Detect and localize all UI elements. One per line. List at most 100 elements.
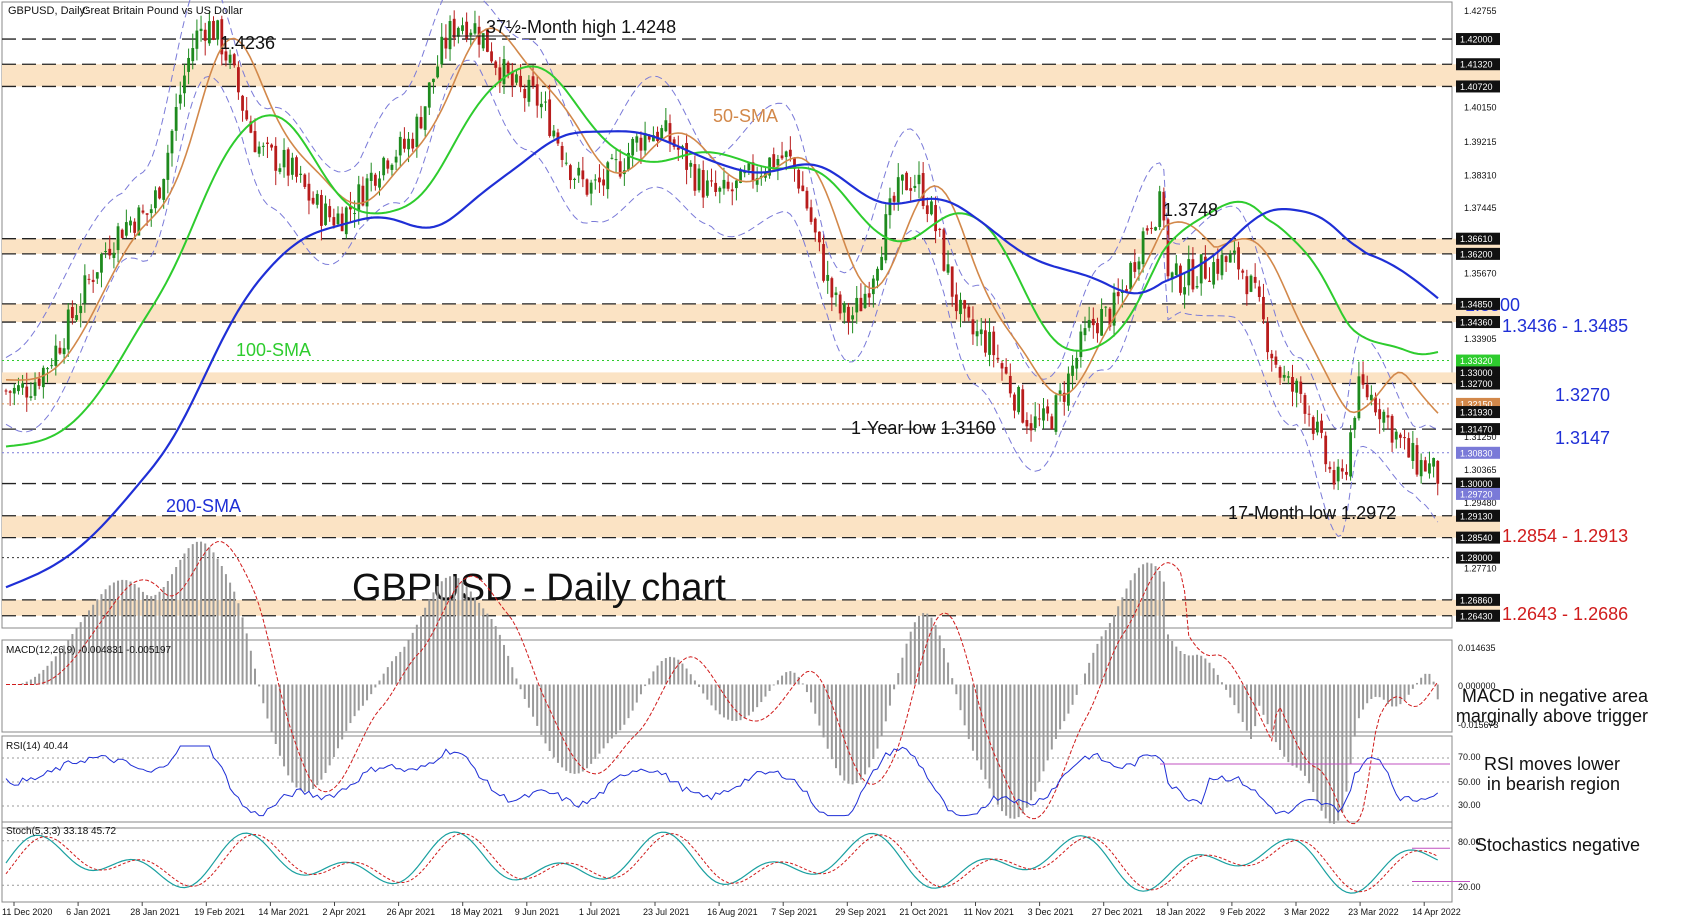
candle-body-209 — [871, 278, 875, 295]
candle-body-59 — [249, 121, 253, 133]
candle-body-297 — [1237, 247, 1240, 270]
stoch-annotation: Stochastics negative — [1475, 835, 1640, 855]
macd-label: MACD(12,26,9) -0.004831 -0.005197 — [6, 645, 172, 656]
candle-body-300 — [1249, 275, 1253, 292]
candle-body-336 — [1399, 434, 1402, 438]
candle-body-26 — [112, 252, 116, 259]
candle-body-118 — [494, 61, 498, 68]
candle-body-120 — [502, 59, 506, 85]
candle-body-319 — [1328, 466, 1332, 470]
candle-body-37 — [158, 187, 161, 199]
candle-body-0 — [4, 390, 8, 392]
candle-body-243 — [1013, 394, 1016, 411]
candle-body-24 — [104, 251, 107, 253]
candle-body-191 — [797, 169, 801, 189]
date-label-21: 23 Mar 2022 — [1348, 907, 1399, 917]
candle-body-108 — [452, 18, 456, 38]
level-badge-text-14: 1.30000 — [1460, 479, 1493, 489]
candle-body-60 — [253, 131, 257, 153]
level-badge-text-19: 1.26860 — [1460, 595, 1493, 605]
candle-body-328 — [1365, 384, 1369, 398]
date-label-15: 11 Nov 2021 — [964, 907, 1014, 917]
level-badge-15 — [1456, 487, 1500, 500]
date-axis: 11 Dec 2020 6 Jan 2021 28 Jan 2021 19 Feb 2… — [2, 902, 1461, 917]
candle-body-322 — [1340, 468, 1344, 472]
candle-body-137 — [573, 178, 576, 180]
candle-body-84 — [353, 213, 356, 215]
candle-body-141 — [589, 182, 593, 194]
candle-body-229 — [954, 294, 958, 312]
level-badge-text-0: 1.42000 — [1460, 35, 1493, 45]
candle-body-276 — [1150, 227, 1153, 229]
candle-body-97 — [407, 138, 410, 150]
candle-body-153 — [639, 137, 643, 151]
candle-body-95 — [398, 136, 402, 156]
candle-body-160 — [668, 123, 672, 143]
rsi-tick-50: 50.00 — [1458, 777, 1481, 787]
candle-body-251 — [1046, 406, 1050, 414]
candle-body-80 — [336, 213, 340, 225]
candle-body-11 — [50, 365, 54, 367]
level-badge-4 — [1456, 247, 1500, 260]
candle-body-144 — [602, 179, 605, 186]
macd-annotation-line-1: MACD in negative area — [1462, 686, 1649, 706]
date-label-4: 14 Mar 2021 — [258, 907, 309, 917]
candle-body-307 — [1278, 367, 1282, 378]
candle-body-125 — [523, 88, 527, 99]
candle-body-330 — [1374, 397, 1377, 413]
price-tick-8: 1.30365 — [1464, 465, 1497, 475]
level-badge-text-12: 1.31470 — [1460, 425, 1493, 435]
candle-body-14 — [62, 348, 66, 355]
candle-body-261 — [1087, 319, 1091, 328]
candle-body-284 — [1183, 287, 1186, 295]
date-label-19: 9 Feb 2022 — [1220, 907, 1266, 917]
candle-body-91 — [382, 157, 386, 176]
candle-body-254 — [1058, 390, 1062, 395]
candle-body-309 — [1286, 376, 1290, 378]
date-label-0: 11 Dec 2020 — [2, 907, 52, 917]
candle-body-271 — [1129, 262, 1133, 290]
candle-body-68 — [286, 149, 290, 176]
level-badge-text-10: 1.32150 — [1460, 399, 1493, 409]
date-label-12: 7 Sep 2021 — [771, 907, 817, 917]
candle-body-23 — [100, 253, 103, 273]
macd-annotation-line-2: marginally above trigger — [1456, 706, 1648, 726]
macd-layer — [6, 541, 1439, 825]
candle-body-202 — [842, 303, 846, 313]
candle-body-192 — [801, 185, 805, 192]
level-badge-14 — [1456, 477, 1500, 490]
candle-body-164 — [685, 143, 688, 170]
date-label-17: 27 Dec 2021 — [1092, 907, 1143, 917]
price-tick-0: 1.42755 — [1464, 6, 1497, 16]
candle-body-222 — [925, 205, 929, 215]
candle-body-193 — [805, 190, 809, 209]
candle-body-233 — [971, 319, 975, 335]
candle-body-265 — [1104, 306, 1108, 308]
candle-body-43 — [183, 75, 186, 94]
candle-body-147 — [614, 159, 618, 161]
candle-body-92 — [386, 160, 390, 169]
candle-body-134 — [560, 145, 564, 160]
level-badge-20 — [1456, 609, 1500, 622]
candle-body-31 — [133, 221, 137, 233]
candle-body-56 — [237, 67, 240, 93]
candle-body-313 — [1303, 395, 1307, 414]
candle-body-335 — [1394, 431, 1398, 440]
date-label-20: 3 Mar 2022 — [1284, 907, 1330, 917]
candle-body-185 — [772, 154, 776, 168]
candle-body-252 — [1050, 416, 1054, 430]
candle-body-333 — [1386, 415, 1390, 418]
candle-body-260 — [1083, 328, 1087, 336]
candle-body-18 — [79, 306, 83, 314]
level-badge-17 — [1456, 531, 1500, 544]
candles-layer — [4, 10, 1440, 496]
candle-body-9 — [41, 367, 45, 388]
annotation-200-sma: 200-SMA — [166, 496, 241, 516]
candle-body-126 — [527, 79, 531, 102]
candle-body-154 — [643, 133, 647, 151]
date-label-14: 21 Oct 2021 — [899, 907, 948, 917]
candle-body-296 — [1233, 250, 1236, 253]
candle-body-290 — [1208, 280, 1211, 282]
level-badge-text-7: 1.33320 — [1460, 356, 1493, 366]
